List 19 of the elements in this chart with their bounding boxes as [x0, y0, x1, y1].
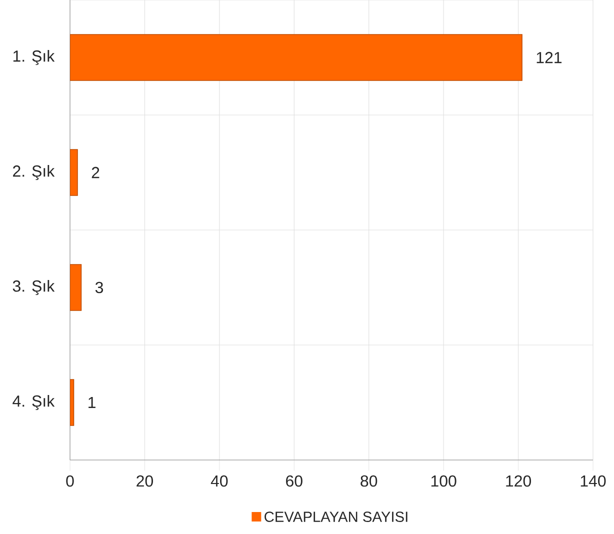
legend-label: CEVAPLAYAN SAYISI: [264, 512, 408, 522]
x-tick-label: 20: [136, 475, 153, 487]
data-label: 121: [536, 52, 562, 64]
bar: [70, 264, 82, 310]
y-tick-label: 3. Şık: [12, 280, 55, 295]
x-tick-label: 60: [286, 475, 302, 487]
x-tick-label: 120: [506, 475, 532, 487]
y-tick-label: 2. Şık: [13, 165, 55, 180]
y-tick-label: 4. Şık: [12, 395, 55, 410]
data-label: 3: [95, 282, 104, 294]
x-tick-label: 140: [580, 475, 606, 487]
x-tick-label: 0: [66, 475, 74, 487]
x-tick-label: 40: [210, 475, 228, 487]
data-label: 2: [92, 166, 100, 178]
x-tick-label: 80: [360, 475, 378, 487]
bar: [70, 34, 522, 81]
x-tick-label: 100: [431, 475, 456, 487]
y-tick-label: 1. Şık: [13, 50, 55, 65]
data-label: 1: [88, 396, 96, 408]
